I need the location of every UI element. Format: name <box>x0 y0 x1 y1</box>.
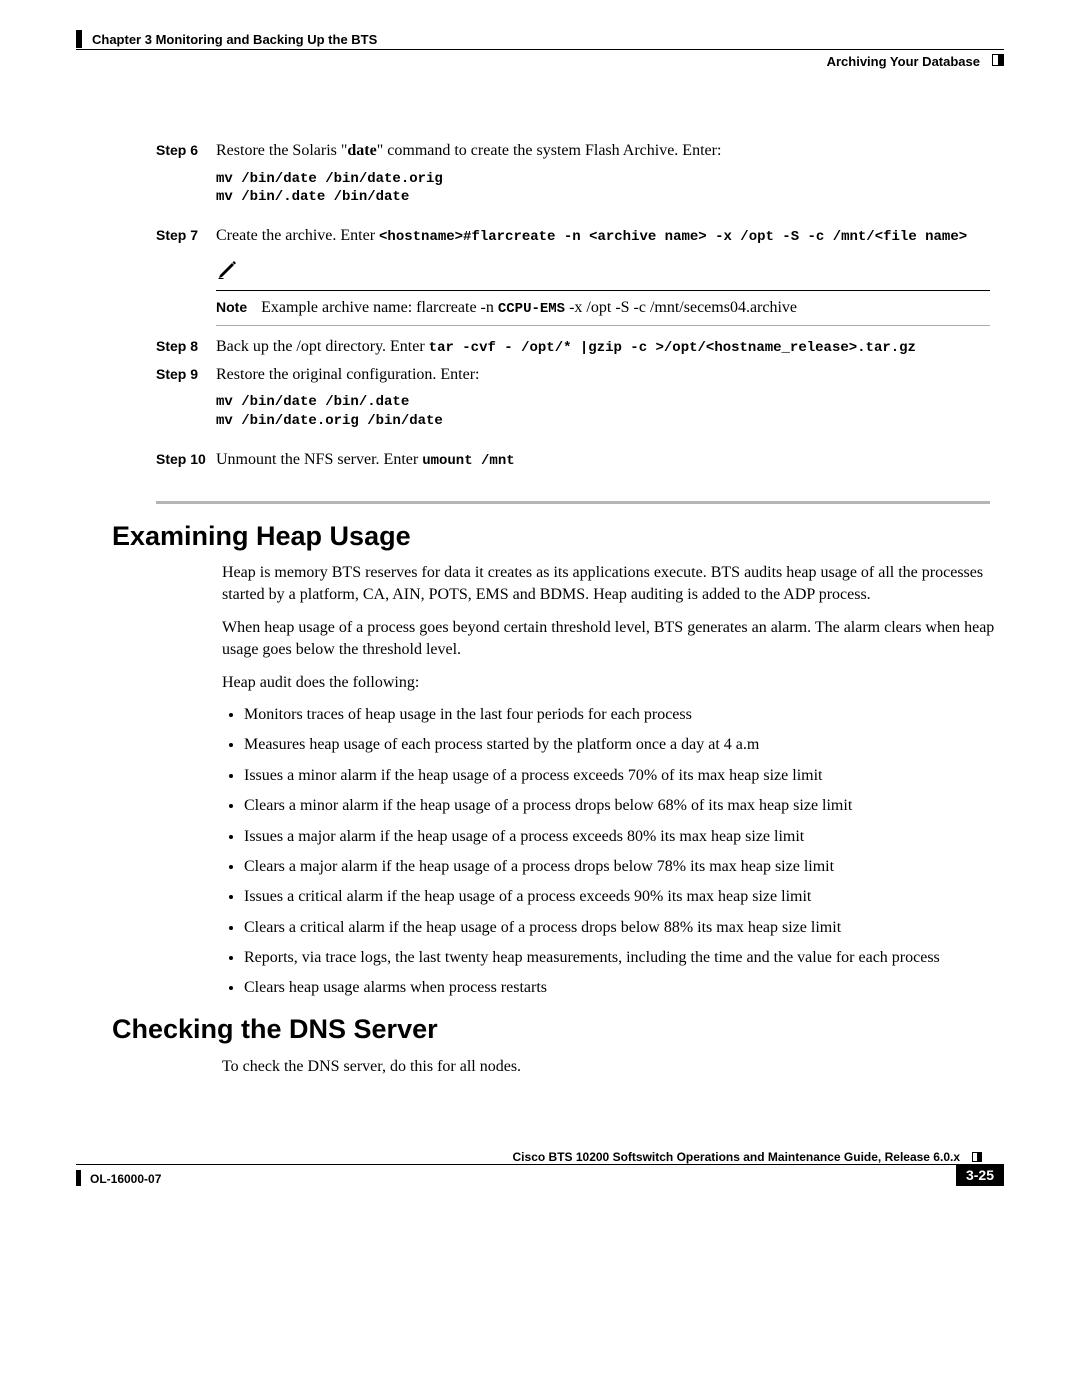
note-block: Note Example archive name: flarcreate -n… <box>216 257 990 325</box>
list-item: Clears heap usage alarms when process re… <box>244 977 1002 999</box>
list-item: Issues a minor alarm if the heap usage o… <box>244 765 1002 787</box>
text: Back up the /opt directory. Enter <box>216 338 429 355</box>
text: Create the archive. Enter <box>216 227 379 244</box>
heap-p1: Heap is memory BTS reserves for data it … <box>222 562 1002 607</box>
footer-ol: OL-16000-07 <box>90 1172 161 1186</box>
command-inline: tar -cvf - /opt/* |gzip -c >/opt/<hostna… <box>429 340 916 356</box>
dns-body: To check the DNS server, do this for all… <box>222 1058 1002 1076</box>
text: Unmount the NFS server. Enter <box>216 451 422 468</box>
page-number: 3-25 <box>956 1164 1004 1186</box>
step-label: Step 10 <box>156 449 216 467</box>
text: Restore the original configuration. Ente… <box>216 366 479 383</box>
footer-corner-icon <box>972 1152 982 1162</box>
header-corner-icon <box>992 54 1004 66</box>
step-10: Step 10 Unmount the NFS server. Enter um… <box>156 449 990 471</box>
heap-p2: When heap usage of a process goes beyond… <box>222 617 1002 662</box>
note-rule <box>216 325 990 326</box>
step-label: Step 8 <box>156 336 216 354</box>
command-inline: umount /mnt <box>422 453 514 469</box>
step-label: Step 6 <box>156 140 216 158</box>
heading-heap: Examining Heap Usage <box>112 521 411 552</box>
step-body: Create the archive. Enter <hostname>#fla… <box>216 225 990 325</box>
note-label: Note <box>216 298 247 317</box>
command-inline: <hostname>#flarcreate -n <archive name> … <box>379 229 967 245</box>
step-9: Step 9 Restore the original configuratio… <box>156 364 990 443</box>
heap-p3: Heap audit does the following: <box>222 672 1002 694</box>
step-6: Step 6 Restore the Solaris "date" comman… <box>156 140 990 219</box>
pencil-icon <box>216 257 990 288</box>
list-item: Clears a critical alarm if the heap usag… <box>244 917 1002 939</box>
step-8: Step 8 Back up the /opt directory. Enter… <box>156 336 990 358</box>
bold: CCPU-EMS <box>498 301 565 317</box>
list-item: Reports, via trace logs, the last twenty… <box>244 947 1002 969</box>
list-item: Clears a major alarm if the heap usage o… <box>244 856 1002 878</box>
section-divider <box>156 501 990 504</box>
step-body: Restore the original configuration. Ente… <box>216 364 990 443</box>
list-item: Issues a critical alarm if the heap usag… <box>244 886 1002 908</box>
header-chapter: Chapter 3 Monitoring and Backing Up the … <box>92 32 377 47</box>
step-body: Unmount the NFS server. Enter umount /mn… <box>216 449 990 471</box>
step-label: Step 9 <box>156 364 216 382</box>
text: Example archive name: flarcreate -n <box>261 299 498 316</box>
list-item: Issues a major alarm if the heap usage o… <box>244 826 1002 848</box>
header-left-mark <box>76 30 82 48</box>
command-block: mv /bin/date /bin/.date mv /bin/date.ori… <box>216 393 990 431</box>
bold: date <box>347 142 376 159</box>
text: " command to create the system Flash Arc… <box>377 142 722 159</box>
header-section: Archiving Your Database <box>827 54 980 69</box>
footer-rule <box>76 1164 964 1165</box>
footer-left-mark <box>76 1170 81 1186</box>
step-7: Step 7 Create the archive. Enter <hostna… <box>156 225 990 325</box>
note-rule <box>216 290 990 291</box>
list-item: Monitors traces of heap usage in the las… <box>244 704 1002 726</box>
heap-body: Heap is memory BTS reserves for data it … <box>222 562 1002 1008</box>
header-rule <box>76 49 1004 50</box>
heading-dns: Checking the DNS Server <box>112 1014 438 1045</box>
list-item: Measures heap usage of each process star… <box>244 734 1002 756</box>
note-text: Example archive name: flarcreate -n CCPU… <box>261 297 797 319</box>
step-body: Restore the Solaris "date" command to cr… <box>216 140 990 219</box>
step-label: Step 7 <box>156 225 216 243</box>
list-item: Clears a minor alarm if the heap usage o… <box>244 795 1002 817</box>
footer-guide: Cisco BTS 10200 Softswitch Operations an… <box>513 1150 960 1164</box>
command-block: mv /bin/date /bin/date.orig mv /bin/.dat… <box>216 170 990 208</box>
note-line: Note Example archive name: flarcreate -n… <box>216 297 990 319</box>
text: -x /opt -S -c /mnt/secems04.archive <box>565 299 797 316</box>
heap-bullets: Monitors traces of heap usage in the las… <box>222 704 1002 1000</box>
step-body: Back up the /opt directory. Enter tar -c… <box>216 336 990 358</box>
text: Restore the Solaris " <box>216 142 347 159</box>
